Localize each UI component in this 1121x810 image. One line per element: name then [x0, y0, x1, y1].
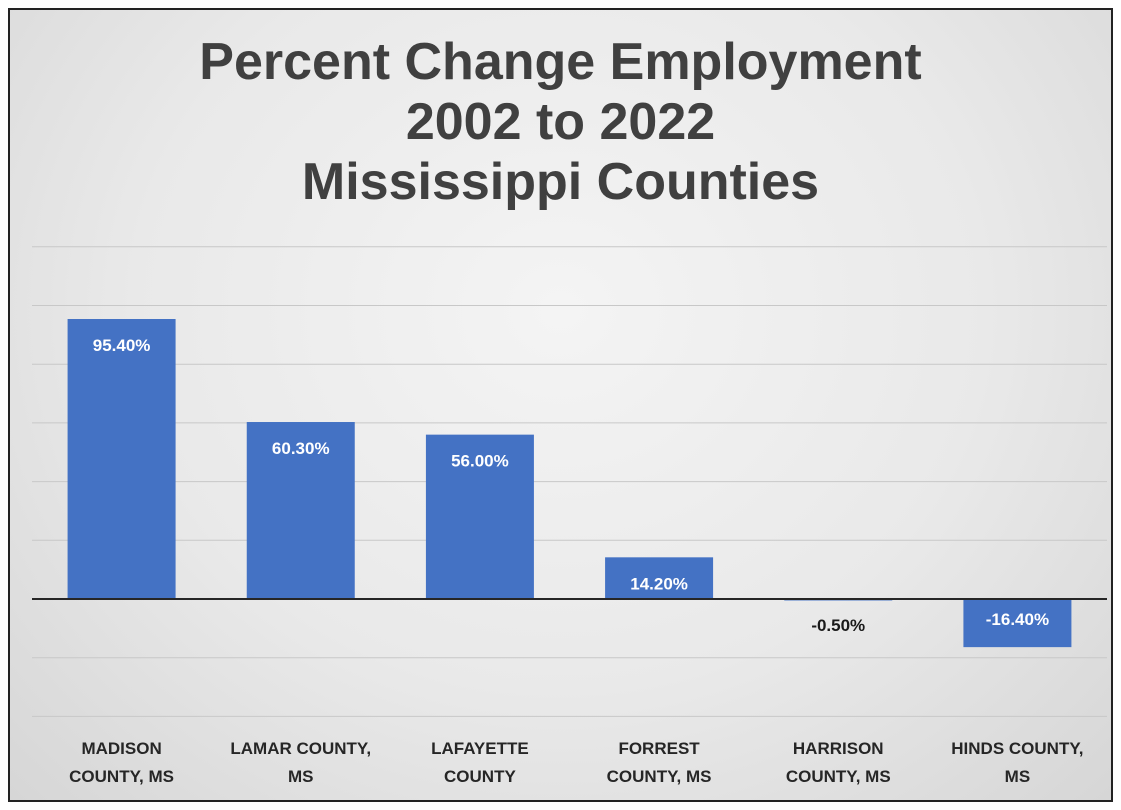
- data-label-2: 56.00%: [451, 452, 509, 471]
- chart-title-line-1: Percent Change Employment: [199, 33, 922, 91]
- data-label-0: 95.40%: [93, 336, 151, 355]
- category-label-2-line-0: LAFAYETTE: [431, 739, 529, 758]
- chart-plot-area: 95.40% 60.30% 56.00% 14.20% -0.50% -16.40%: [32, 246, 1107, 717]
- bar-1: [246, 422, 355, 599]
- category-label-3-line-0: FORREST: [618, 739, 700, 758]
- category-label-2-line-1: COUNTY: [444, 767, 516, 786]
- category-label-4: HARRISON COUNTY, MS: [743, 735, 933, 791]
- bar-0: [67, 319, 176, 599]
- chart-title: Percent Change Employment 2002 to 2022 M…: [10, 32, 1111, 212]
- data-label-1: 60.30%: [272, 439, 330, 458]
- category-label-1: LAMAR COUNTY, MS: [206, 735, 396, 791]
- category-label-0-line-1: COUNTY, MS: [69, 767, 174, 786]
- category-label-0-line-0: MADISON: [81, 739, 162, 758]
- chart-frame: Percent Change Employment 2002 to 2022 M…: [8, 8, 1113, 802]
- category-label-0: MADISON COUNTY, MS: [27, 735, 217, 791]
- data-label-4: -0.50%: [811, 616, 865, 635]
- category-label-3-line-1: COUNTY, MS: [606, 767, 712, 786]
- category-label-4-line-1: COUNTY, MS: [785, 767, 891, 786]
- category-label-5-line-1: MS: [1004, 767, 1031, 786]
- category-label-1-line-1: MS: [288, 767, 314, 786]
- category-label-3: FORREST COUNTY, MS: [564, 735, 754, 791]
- bar-3: [605, 557, 714, 599]
- bar-2: [425, 434, 534, 599]
- data-label-5: -16.40%: [986, 610, 1049, 629]
- chart-title-line-2: 2002 to 2022: [405, 93, 716, 151]
- category-label-1-line-0: LAMAR COUNTY,: [230, 739, 372, 758]
- bar-5: [963, 599, 1072, 648]
- chart-title-line-3: Mississippi Counties: [301, 153, 820, 211]
- category-label-5-line-0: HINDS COUNTY,: [951, 739, 1084, 758]
- data-label-3: 14.20%: [630, 574, 688, 593]
- category-label-4-line-0: HARRISON: [792, 739, 884, 758]
- category-label-2: LAFAYETTE COUNTY: [385, 735, 575, 791]
- category-label-5: HINDS COUNTY, MS: [922, 735, 1111, 791]
